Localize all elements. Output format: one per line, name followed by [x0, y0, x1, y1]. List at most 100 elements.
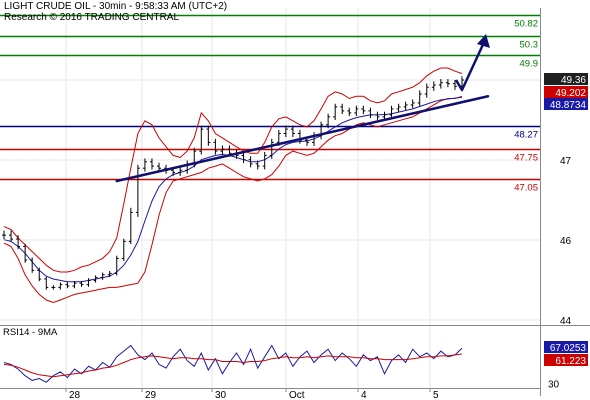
- price-bar: [65, 282, 70, 289]
- price-bar: [248, 156, 253, 168]
- price-series: [2, 76, 464, 290]
- price-bar: [389, 105, 394, 119]
- price-bar: [114, 255, 119, 276]
- time-tick-label: 4: [361, 390, 367, 400]
- price-bar: [424, 83, 429, 98]
- price-bar: [121, 238, 126, 262]
- rsi-tick-label: 30: [548, 379, 560, 390]
- price-bar: [269, 138, 274, 159]
- price-bar: [452, 80, 457, 90]
- price-bar: [185, 160, 190, 174]
- price-bar: [107, 270, 112, 278]
- price-bar: [241, 151, 246, 164]
- time-tick-label: 5: [433, 390, 439, 400]
- rsi-value-tag-rsi14: 67.0253: [544, 341, 588, 354]
- price-bar: [93, 275, 98, 283]
- moving-average-line: [3, 96, 463, 283]
- level-label-47-75: 47.75: [514, 153, 538, 164]
- price-bar: [178, 166, 183, 176]
- price-bar: [361, 105, 366, 115]
- price-bar: [37, 267, 42, 282]
- value-tag-blue: 48.8734: [544, 98, 588, 111]
- price-bar: [255, 160, 260, 170]
- value-tag-label: 48.8734: [550, 100, 587, 111]
- level-label-49-9: 49.9: [520, 59, 539, 70]
- time-tick-label: 29: [145, 390, 157, 400]
- rsi-value-tag-box: [544, 354, 588, 366]
- value-tag-dark: 49.36: [544, 73, 588, 86]
- price-bar: [23, 243, 28, 263]
- price-bar: [16, 235, 21, 250]
- rsi-series-rsi14: [3, 344, 463, 383]
- rsi-value-tag-9ma: 61.223: [544, 354, 588, 367]
- price-bar: [9, 230, 14, 242]
- price-tick-label: 44: [560, 316, 572, 327]
- value-tag-box: [544, 98, 588, 110]
- price-bar: [375, 111, 380, 121]
- price-bar: [333, 103, 338, 121]
- grid: [0, 8, 540, 388]
- projection-arrow-head: [477, 34, 490, 48]
- price-bar: [403, 101, 408, 111]
- price-bar: [290, 125, 295, 138]
- price-bar: [72, 280, 77, 289]
- price-bar: [445, 79, 450, 88]
- price-bar: [149, 158, 154, 170]
- time-tick-label: 28: [69, 390, 81, 400]
- price-bar: [199, 125, 204, 155]
- price-bar: [2, 230, 6, 240]
- price-bar: [417, 90, 422, 107]
- value-tag-label: 49.36: [561, 75, 586, 86]
- price-tick-label: 46: [560, 236, 572, 247]
- price-bar: [431, 81, 436, 91]
- rsi-panel-title: RSI14 - 9MA: [3, 327, 58, 338]
- projection-arrow-line: [454, 37, 488, 92]
- rsi-value-tag-label: 61.223: [555, 356, 586, 367]
- bollinger-upper-line: [3, 67, 463, 273]
- price-bar: [142, 158, 147, 172]
- bollinger-bands: [3, 67, 463, 304]
- price-bar: [354, 105, 359, 117]
- level-label-50-3: 50.3: [520, 40, 539, 51]
- rsi-value-tag-box: [544, 341, 588, 353]
- price-bar: [206, 125, 211, 146]
- price-bar: [135, 164, 140, 217]
- price-bar: [79, 280, 84, 287]
- price-bar: [368, 107, 373, 119]
- rsi-value-tag-label: 67.0253: [550, 343, 587, 354]
- price-bar: [44, 276, 49, 290]
- price-bar: [340, 103, 345, 115]
- price-bar: [347, 107, 352, 117]
- price-bar: [58, 282, 63, 290]
- price-bar: [410, 99, 415, 109]
- value-tag-box: [544, 73, 588, 85]
- axes: 44464749282930Oct45: [0, 8, 590, 400]
- price-bar: [262, 151, 267, 170]
- value-tag-red: 49.202: [544, 86, 588, 99]
- time-tick-label: Oct: [289, 390, 305, 400]
- price-bar: [396, 103, 401, 113]
- price-bar: [438, 79, 443, 89]
- level-label-50-82: 50.82: [514, 19, 538, 30]
- value-tag-label: 49.202: [555, 88, 586, 99]
- price-bar: [30, 257, 35, 273]
- price-bar: [326, 113, 331, 129]
- support-trendline: [115, 95, 490, 183]
- rsi-series-9ma: [3, 353, 463, 378]
- price-bar: [51, 285, 56, 290]
- price-bar: [220, 145, 225, 155]
- price-levels: 50.82 50.3 49.9 48.27 47.75 47.05: [0, 14, 540, 194]
- level-label-48-27: 48.27: [514, 130, 538, 141]
- chart-title: LIGHT CRUDE OIL - 30min - 9:58:33 AM (UT…: [4, 1, 228, 12]
- bollinger-lower-line: [3, 95, 463, 304]
- price-bar: [283, 125, 288, 138]
- price-bar: [86, 278, 91, 287]
- level-label-47-05: 47.05: [514, 183, 538, 194]
- value-tag-box: [544, 86, 588, 98]
- trend-overlays: [115, 34, 490, 183]
- price-bar: [128, 207, 133, 245]
- price-bar: [100, 272, 105, 280]
- price-bar: [213, 138, 218, 155]
